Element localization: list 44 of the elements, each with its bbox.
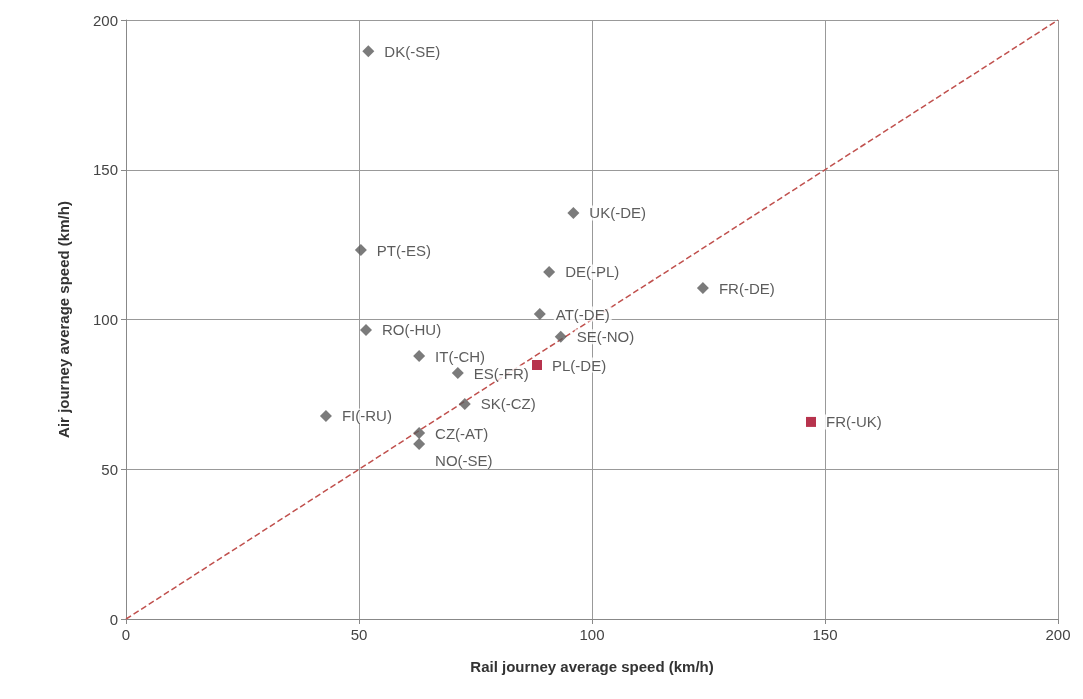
- point: [806, 416, 817, 427]
- y-tick-label: 200: [92, 11, 118, 29]
- data-label: FR(-UK): [826, 413, 882, 431]
- data-label: IT(-CH): [435, 347, 486, 365]
- point: [451, 367, 464, 380]
- data-label: PT(-ES): [376, 241, 432, 259]
- point: [532, 360, 543, 371]
- point: [413, 427, 426, 440]
- y-tick-label: 50: [101, 460, 118, 478]
- point: [543, 265, 556, 278]
- data-label: UK(-DE): [589, 204, 647, 222]
- y-tick-label: 150: [92, 161, 118, 179]
- y-tick-label: 100: [92, 311, 118, 328]
- data-label: SE(-NO): [576, 328, 635, 346]
- data-label: PL(-DE): [552, 356, 607, 374]
- data-label: FR(-DE): [718, 279, 775, 297]
- data-label: DE(-PL): [565, 263, 620, 281]
- point: [554, 330, 567, 343]
- data-label: CZ(-AT): [435, 424, 489, 442]
- x-tick-label: 150: [812, 626, 838, 643]
- data-label: SK(-CZ): [480, 395, 536, 413]
- data-label: RO(-HU): [381, 321, 442, 339]
- point: [362, 45, 375, 58]
- point: [354, 244, 367, 257]
- data-label: AT(-DE): [555, 305, 610, 323]
- point: [567, 206, 580, 219]
- data-label: FI(-RU): [341, 407, 392, 425]
- data-label: ES(-FR): [473, 364, 529, 382]
- x-tick-label: 0: [121, 626, 131, 643]
- point: [413, 438, 426, 451]
- y-axis-title: Air journey average speed (km/h): [55, 201, 72, 438]
- x-tick-label: 50: [350, 626, 368, 643]
- point: [696, 282, 709, 295]
- data-label: NO(-SE): [435, 451, 493, 469]
- point: [533, 308, 546, 321]
- point: [359, 323, 372, 336]
- y-tick-label: 0: [109, 610, 118, 628]
- data-label: DK(-SE): [384, 42, 441, 60]
- point: [319, 409, 332, 422]
- point: [458, 397, 471, 410]
- x-tick-label: 200: [1045, 626, 1071, 643]
- x-axis-title: Rail journey average speed (km/h): [470, 658, 714, 675]
- x-tick-label: 100: [579, 626, 605, 643]
- point: [413, 350, 426, 363]
